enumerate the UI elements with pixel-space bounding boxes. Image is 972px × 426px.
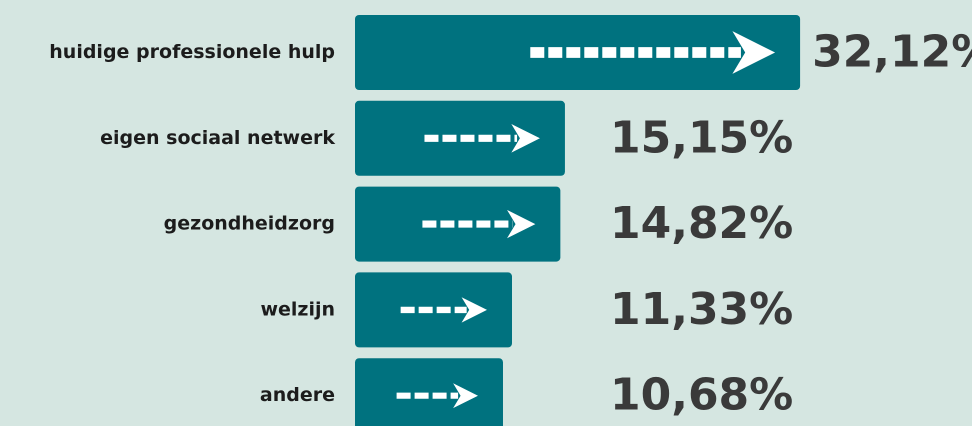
value-label: 11,33%	[610, 284, 793, 335]
arrow-head	[511, 124, 540, 153]
category-label: andere	[260, 384, 335, 406]
category-label: gezondheidzorg	[164, 213, 335, 235]
bar	[355, 358, 503, 426]
arrow-head	[461, 297, 488, 323]
value-label: 10,68%	[610, 370, 793, 421]
category-label: welzijn	[260, 298, 335, 320]
arrow-head	[732, 31, 776, 74]
category-label: eigen sociaal netwerk	[100, 127, 335, 149]
arrow-head	[453, 383, 478, 409]
bar	[355, 186, 561, 262]
bar	[355, 100, 565, 176]
category-label: huidige professionele hulp	[49, 41, 335, 63]
arrow-head	[507, 209, 536, 239]
value-label: 14,82%	[610, 198, 793, 249]
bar	[355, 272, 513, 348]
value-label: 15,15%	[610, 112, 793, 163]
value-label: 32,12%	[812, 27, 972, 78]
